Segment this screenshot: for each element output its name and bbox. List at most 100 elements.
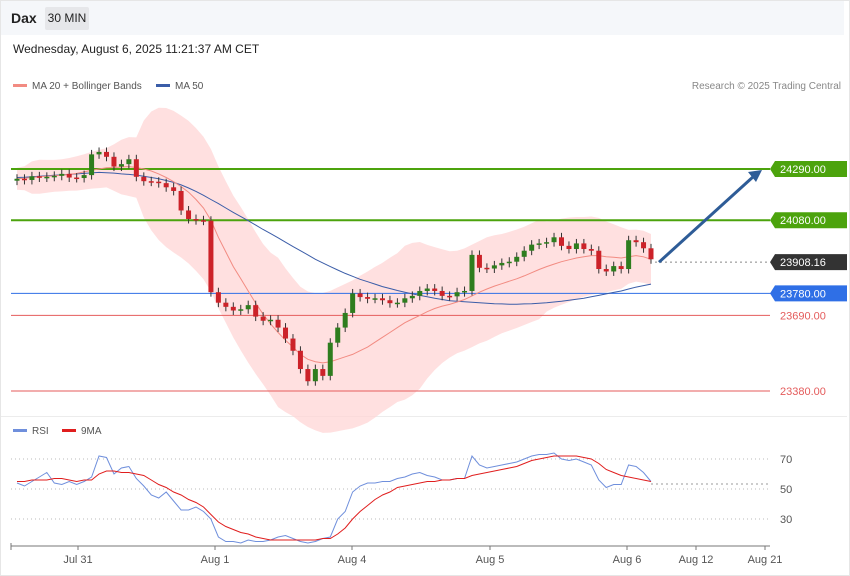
x-tick-label: Aug 21 xyxy=(748,554,783,566)
level-label-1: 24080.00 xyxy=(780,215,826,227)
candle-body xyxy=(469,254,475,291)
candle-body xyxy=(327,342,333,376)
level-tag-2 xyxy=(770,254,847,271)
candle-body xyxy=(521,250,527,257)
candle-body xyxy=(230,306,236,311)
rsi-tick-label: 70 xyxy=(780,454,792,466)
ma20-swatch xyxy=(13,83,27,87)
candle-body xyxy=(133,159,139,177)
candle-body xyxy=(387,300,393,304)
candle-body xyxy=(641,242,647,249)
timeframe-button[interactable]: 30 MIN xyxy=(45,7,89,30)
rsi-tick-label: 50 xyxy=(780,484,792,496)
candle-body xyxy=(14,178,20,181)
candle-body xyxy=(104,151,110,157)
candle-body xyxy=(529,244,535,251)
candle-body xyxy=(44,176,50,179)
target-arrow-head xyxy=(748,170,762,182)
candle-body xyxy=(141,176,147,182)
candle-body xyxy=(447,295,453,298)
rsi-label: RSI xyxy=(32,426,49,437)
x-tick-label: Aug 6 xyxy=(613,554,642,566)
candle-body xyxy=(365,297,371,299)
panel-separator xyxy=(1,416,847,417)
candle-body xyxy=(59,173,65,176)
rsi-ma-line xyxy=(17,455,652,541)
candle-body xyxy=(432,288,438,291)
candle-body xyxy=(96,151,102,155)
candle-body xyxy=(283,327,289,339)
candle-body xyxy=(193,219,199,221)
level-tag-1 xyxy=(770,212,847,229)
candle-body xyxy=(648,248,654,260)
candle-body xyxy=(290,338,296,351)
candle-body xyxy=(544,242,550,244)
rsi-ma-label: 9MA xyxy=(81,426,102,437)
x-tick-label: Aug 5 xyxy=(476,554,505,566)
candle-body xyxy=(379,298,385,301)
candle-body xyxy=(297,350,303,370)
ma20-line xyxy=(16,166,652,364)
candle-body xyxy=(506,261,512,264)
target-arrow-shaft xyxy=(657,174,756,264)
candle-body xyxy=(208,220,214,293)
ma50-label: MA 50 xyxy=(175,81,204,92)
candle-body xyxy=(238,309,244,311)
candle-body xyxy=(611,266,617,272)
candle-body xyxy=(350,293,356,313)
candle-body xyxy=(514,256,520,262)
candle-body xyxy=(260,316,266,321)
candle-body xyxy=(320,369,326,376)
x-tick-label: Aug 12 xyxy=(679,554,714,566)
candle-body xyxy=(275,319,281,328)
ma50-line xyxy=(16,171,652,305)
bollinger-band xyxy=(17,107,651,433)
candle-body xyxy=(171,187,177,191)
rsi-swatch xyxy=(13,428,27,432)
candle-body xyxy=(335,327,341,343)
rsi-tick-label: 30 xyxy=(780,514,792,526)
candle-body xyxy=(618,266,624,270)
level-tag-3 xyxy=(770,285,847,302)
candle-body xyxy=(536,243,542,245)
candle-body xyxy=(439,290,445,296)
candle-body xyxy=(558,237,564,246)
candle-body xyxy=(36,176,42,178)
level-label-0: 24290.00 xyxy=(780,164,826,176)
candle-body xyxy=(417,290,423,296)
rsi-ma-swatch xyxy=(62,428,76,432)
candle-body xyxy=(126,159,132,165)
candle-body xyxy=(424,288,430,291)
candle-body xyxy=(372,298,378,300)
candle-body xyxy=(245,305,251,310)
candle-body xyxy=(148,181,154,183)
x-tick-label: Jul 31 xyxy=(63,554,92,566)
chart-datetime: Wednesday, August 6, 2025 11:21:37 AM CE… xyxy=(13,42,260,56)
candle-body xyxy=(394,302,400,305)
ma20-label: MA 20 + Bollinger Bands xyxy=(32,81,142,92)
candle-body xyxy=(581,243,587,250)
candle-body xyxy=(402,298,408,303)
candle-body xyxy=(305,369,311,382)
candle-body xyxy=(454,292,460,297)
candle-body xyxy=(81,175,87,179)
candle-body xyxy=(499,262,505,266)
candle-body xyxy=(89,154,95,176)
candle-body xyxy=(74,177,80,180)
candle-body xyxy=(312,369,318,382)
candle-body xyxy=(462,290,468,293)
candle-body xyxy=(596,250,602,270)
legend-rsi-ma: 9MA xyxy=(62,426,102,437)
candle-body xyxy=(215,292,221,303)
candle-body xyxy=(268,319,274,322)
candle-body xyxy=(476,254,482,268)
candle-body xyxy=(21,178,27,181)
candle-body xyxy=(551,237,557,243)
candle-body xyxy=(573,243,579,250)
candle-body xyxy=(223,302,229,307)
candle-body xyxy=(409,295,415,299)
candle-body xyxy=(200,220,206,222)
candle-body xyxy=(186,210,192,220)
candles xyxy=(14,147,654,386)
